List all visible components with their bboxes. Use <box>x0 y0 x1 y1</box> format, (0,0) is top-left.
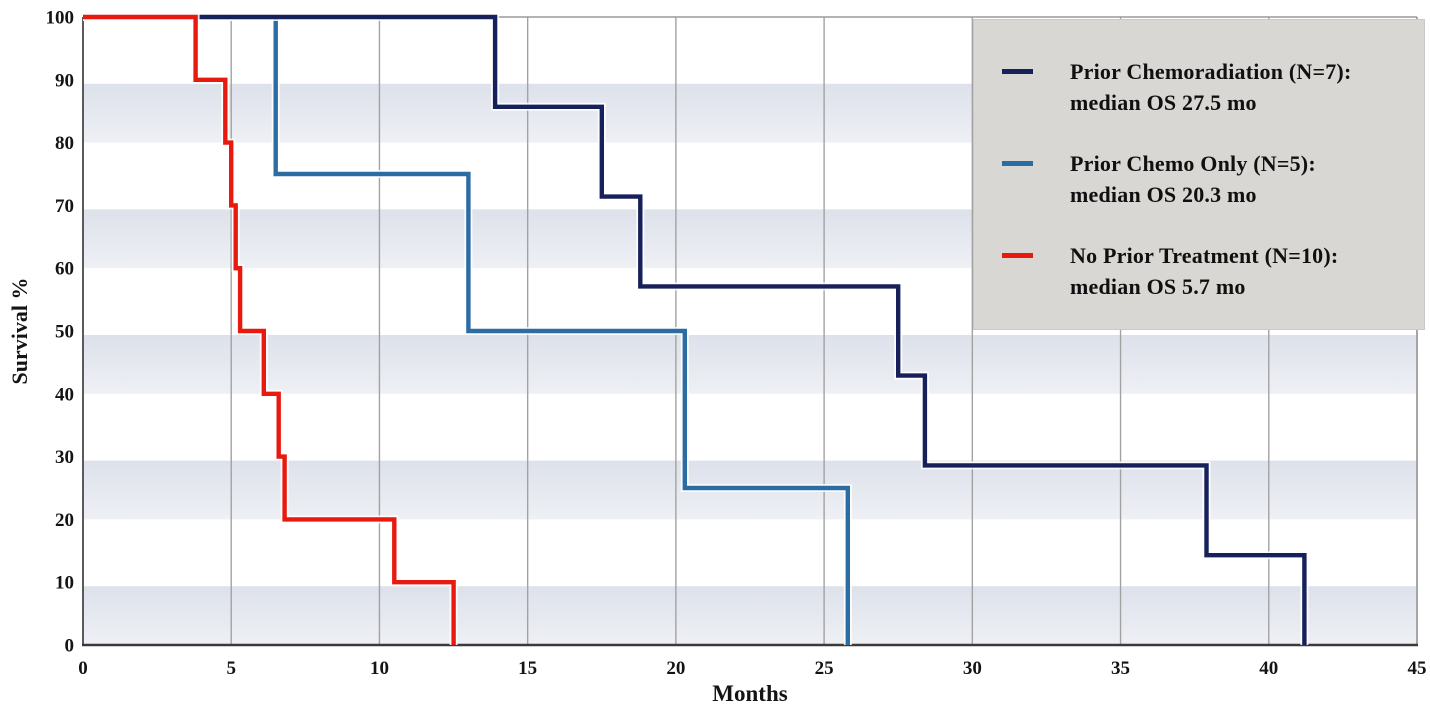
legend-label: Prior Chemo Only (N=5): <box>1070 151 1316 176</box>
y-tick-label-30: 30 <box>55 447 74 468</box>
x-tick-label-0: 0 <box>78 658 88 679</box>
axis-titles: Months Survival % <box>7 278 788 706</box>
y-tick-label-50: 50 <box>55 322 74 343</box>
legend-item-prior-chemo-only: Prior Chemo Only (N=5): median OS 20.3 m… <box>998 148 1414 210</box>
x-tick-label-20: 20 <box>666 658 685 679</box>
y-tick-label-0: 0 <box>65 636 75 657</box>
y-tick-label-20: 20 <box>55 510 74 531</box>
x-axis-title: Months <box>712 681 787 706</box>
legend-label: No Prior Treatment (N=10): <box>1070 243 1339 268</box>
y-tick-label-10: 10 <box>55 573 74 594</box>
curve-no-prior-treatment-n-10-median-os-5-7-mo <box>83 14 456 645</box>
x-tick-label-45: 45 <box>1408 658 1427 679</box>
survival-curves <box>83 13 1309 645</box>
x-tick-label-5: 5 <box>226 658 236 679</box>
tick-labels: 0 10 20 30 40 50 60 70 80 90 100 0 5 10 15 20 25 30 35 40 45 <box>46 8 1427 680</box>
legend-swatch-red-dash-icon <box>1002 253 1033 258</box>
y-tick-label-90: 90 <box>55 70 74 91</box>
y-tick-label-40: 40 <box>55 384 74 405</box>
legend-item-prior-chemoradiation: Prior Chemoradiation (N=7): median OS 27… <box>998 56 1414 118</box>
x-tick-label-15: 15 <box>518 658 537 679</box>
y-tick-label-60: 60 <box>55 259 74 280</box>
legend-label: Prior Chemoradiation (N=7): <box>1070 59 1352 84</box>
x-tick-label-35: 35 <box>1111 658 1130 679</box>
legend-swatch-navy-dash-icon <box>1002 69 1033 74</box>
y-axis-title: Survival % <box>7 278 32 385</box>
y-tick-label-80: 80 <box>55 133 74 154</box>
curve-prior-chemoradiation-n-7-median-os-27-5- <box>83 14 1307 645</box>
x-tick-label-40: 40 <box>1259 658 1278 679</box>
legend-swatch-blue-dash-icon <box>1002 161 1033 166</box>
x-tick-label-30: 30 <box>963 658 982 679</box>
y-tick-label-100: 100 <box>46 8 75 29</box>
y-tick-label-70: 70 <box>55 196 74 217</box>
legend-sublabel: median OS 27.5 mo <box>1070 90 1257 115</box>
legend-sublabel: median OS 20.3 mo <box>1070 182 1257 207</box>
band-40-50 <box>83 335 1417 394</box>
x-tick-label-25: 25 <box>815 658 834 679</box>
legend-sublabel: median OS 5.7 mo <box>1070 274 1246 299</box>
legend-box: Prior Chemoradiation (N=7): median OS 27… <box>973 19 1425 330</box>
curve-prior-chemo-only-n-5-median-os-20-3-mo <box>83 14 850 645</box>
x-tick-label-10: 10 <box>370 658 389 679</box>
legend-item-no-prior-treatment: No Prior Treatment (N=10): median OS 5.7… <box>998 240 1414 302</box>
band-0-10 <box>83 586 1417 645</box>
